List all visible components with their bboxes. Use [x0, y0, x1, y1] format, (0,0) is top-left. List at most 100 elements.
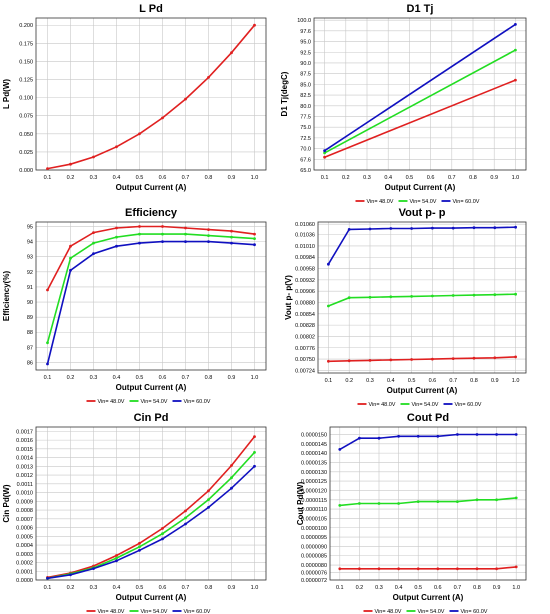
series-line: [339, 497, 517, 507]
x-tick-label: 0.9: [493, 585, 501, 591]
y-tick-label: 90.0: [300, 61, 311, 67]
x-tick-label: 0.4: [113, 175, 121, 181]
data-point: [207, 228, 210, 232]
y-tick-label: 97.6: [300, 29, 311, 35]
y-tick-label: 0.0009: [16, 499, 33, 505]
data-point: [230, 51, 233, 55]
x-tick-label: 0.7: [182, 585, 190, 591]
x-tick-label: 0.5: [136, 585, 144, 591]
series-3: [323, 23, 517, 153]
y-tick-label: 0.0000150: [301, 432, 327, 438]
data-point: [493, 226, 497, 230]
x-tick-label: 0.1: [44, 585, 52, 591]
data-point: [230, 464, 233, 467]
y-tick-label: 0.200: [19, 23, 33, 29]
legend: Vin= 48.0V Vin= 54.0V Vin= 60.0V: [363, 609, 488, 614]
data-point: [436, 567, 440, 571]
data-point: [69, 256, 72, 260]
data-point: [514, 496, 518, 500]
x-tick-label: 0.8: [205, 585, 213, 591]
data-point: [514, 48, 517, 52]
data-point: [323, 149, 326, 153]
x-tick-label: 0.2: [356, 585, 364, 591]
data-point: [358, 502, 361, 505]
series-line: [328, 356, 516, 363]
series-line: [339, 566, 517, 570]
legend-label: Vin= 60.0V: [184, 399, 211, 405]
data-point: [347, 359, 351, 363]
data-point: [338, 567, 342, 571]
data-point: [368, 295, 372, 299]
data-point: [92, 231, 95, 235]
series-3: [46, 240, 256, 366]
data-point: [389, 295, 393, 299]
data-point: [207, 76, 210, 79]
x-tick-label: 1.0: [251, 585, 259, 591]
y-tick-label: 85.0: [300, 82, 311, 88]
plot-frame: [35, 17, 267, 171]
data-point: [456, 500, 459, 503]
chart-2: D1 Tj 0.1 0.2 0.3 0.4 0.5 0.6 0.7 0.8 0.9 1.0 65.0 6…: [280, 3, 527, 205]
y-tick-label: 75.0: [300, 125, 311, 131]
y-tick-label: 0.0000080: [301, 563, 327, 569]
chart-1: L Pd 0.1 0.2 0.3 0.4 0.5 0.6 0.7 0.8 0.9 1.0 0.000 0…: [2, 3, 267, 192]
data-point: [230, 235, 233, 239]
data-point: [451, 294, 455, 297]
data-point: [115, 554, 118, 557]
x-tick-label: 0.3: [90, 375, 98, 381]
data-point: [514, 355, 517, 359]
series-line: [46, 240, 255, 365]
data-point: [472, 356, 476, 360]
data-point: [410, 227, 413, 230]
y-tick-label: 90: [27, 300, 33, 306]
y-tick-label: 100.0: [297, 18, 311, 24]
legend-label: Vin= 54.0V: [141, 399, 168, 405]
plot-frame: [313, 17, 527, 171]
data-point: [436, 500, 440, 503]
x-tick-label: 0.3: [375, 585, 383, 591]
series-1: [46, 435, 256, 579]
y-tick-label: 0.0002: [16, 561, 33, 567]
x-tick-label: 0.3: [90, 175, 98, 181]
data-point: [253, 243, 256, 247]
y-tick-label: 0.0000085: [301, 554, 327, 560]
data-point: [514, 23, 517, 26]
y-tick-label: 0.00750: [295, 357, 315, 363]
y-tick-label: 67.6: [300, 157, 311, 163]
x-axis-label: Output Current (A): [393, 593, 464, 602]
data-point: [161, 225, 164, 228]
chart-title: Vout p- p: [399, 207, 446, 219]
x-tick-label: 0.4: [113, 375, 121, 381]
data-point: [514, 78, 517, 82]
x-tick-label: 0.4: [384, 175, 392, 181]
series-2: [46, 232, 256, 345]
y-tick-label: 0.0015: [16, 447, 33, 453]
legend-label: Vin= 60.0V: [455, 402, 482, 408]
y-tick-label: 88: [27, 330, 33, 336]
x-tick-label: 0.5: [136, 375, 144, 381]
series-2: [46, 451, 256, 580]
x-tick-label: 0.1: [321, 175, 329, 181]
x-tick-label: 0.4: [395, 585, 403, 591]
x-tick-label: 0.9: [491, 378, 499, 384]
y-tick-label: 0.00906: [295, 289, 315, 295]
x-tick-label: 0.7: [182, 175, 190, 181]
y-tick-label: 0.00958: [295, 267, 315, 273]
data-point: [46, 341, 49, 345]
x-axis-label: Output Current (A): [116, 183, 187, 192]
y-tick-label: 0.0008: [16, 508, 33, 514]
y-tick-label: 0.0000: [16, 578, 33, 584]
y-tick-label: 0.00932: [295, 278, 315, 284]
data-point: [161, 116, 164, 120]
data-point: [230, 486, 233, 490]
legend-label: Vin= 60.0V: [453, 199, 480, 205]
data-point: [475, 567, 479, 571]
series-2: [338, 496, 518, 507]
data-point: [397, 434, 400, 438]
legend-label: Vin= 54.0V: [141, 609, 168, 614]
chart-title: D1 Tj: [407, 3, 434, 15]
y-tick-label: 92.5: [300, 50, 311, 56]
data-point: [115, 556, 118, 560]
data-point: [475, 498, 479, 502]
data-point: [431, 226, 434, 230]
